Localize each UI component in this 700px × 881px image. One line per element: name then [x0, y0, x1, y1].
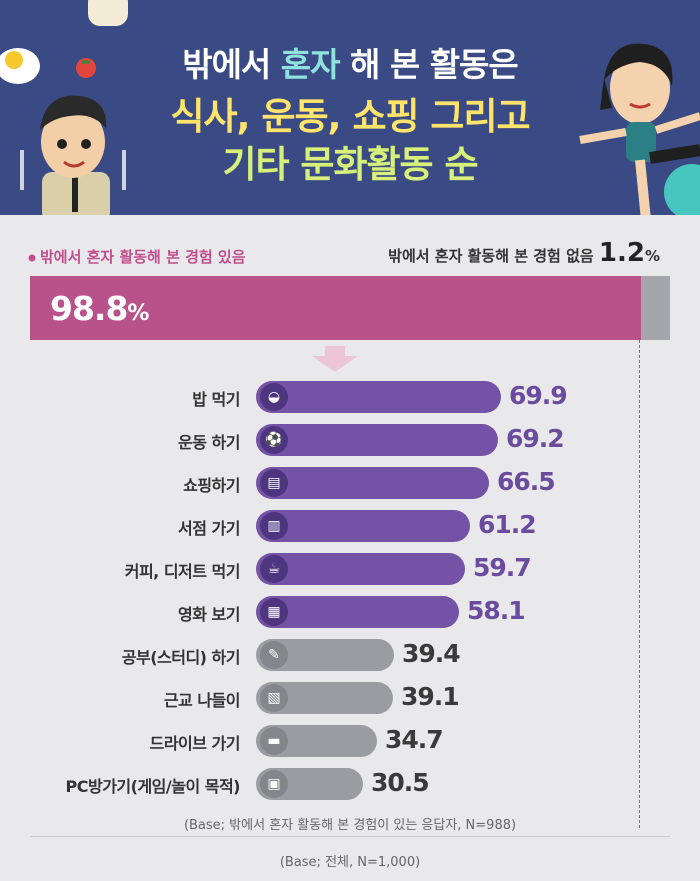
bar [256, 510, 470, 542]
category-label: 근교 나들이 [163, 691, 241, 710]
woman-illustration [579, 43, 700, 215]
value-label: 69.9 [509, 381, 568, 410]
category-label: 공부(스터디) 하기 [121, 648, 241, 667]
bar-row: 운동 하기 ⚽ 69.2 [0, 423, 700, 457]
bar [256, 467, 489, 499]
category-label: 영화 보기 [178, 605, 240, 624]
title-line-2: 식사, 운동, 쇼핑 그리고 [170, 95, 530, 138]
value-label: 66.5 [497, 467, 556, 496]
bar-row: 커피, 디저트 먹기 ☕ 59.7 [0, 552, 700, 586]
value-label: 39.4 [402, 639, 461, 668]
yes-bar: 98.8% [30, 276, 641, 340]
base-note-respondents: (Base; 밖에서 혼자 활동해 본 경험이 있는 응답자, N=988) [183, 818, 517, 833]
value-label: 58.1 [467, 596, 526, 625]
value-label: 34.7 [385, 725, 444, 754]
coffee-cup-icon: ☕ [260, 555, 288, 583]
experience-split-bar: 98.8% [30, 276, 670, 340]
bar-row: 드라이브 가기 ▬ 34.7 [0, 724, 700, 758]
bar-row: 밥 먹기 ◒ 69.9 [0, 380, 700, 414]
car-icon: ▬ [260, 727, 288, 755]
down-arrow-icon [312, 346, 358, 372]
bar-row: 쇼핑하기 ▤ 66.5 [0, 466, 700, 500]
illustration-decor [0, 0, 700, 215]
category-label: 서점 가기 [178, 519, 240, 538]
monitor-icon: ▣ [260, 770, 288, 798]
yes-marker-icon [28, 254, 36, 262]
bar-row: 근교 나들이 ▧ 39.1 [0, 681, 700, 715]
soccer-ball-icon: ⚽ [260, 426, 288, 454]
egg-icon [0, 48, 40, 84]
title-line-3: 기타 문화활동 순 [222, 143, 478, 186]
bar-row: 영화 보기 ▦ 58.1 [0, 595, 700, 629]
shopping-basket-icon: ▤ [260, 469, 288, 497]
pencil-icon: ✎ [260, 641, 288, 669]
value-label: 59.7 [473, 553, 532, 582]
no-bar [641, 276, 670, 340]
bar [256, 424, 498, 456]
category-label: 커피, 디저트 먹기 [124, 562, 241, 581]
yes-value: 98.8% [50, 289, 149, 328]
dashed-divider [639, 340, 640, 828]
category-label: 운동 하기 [178, 433, 240, 452]
picnic-basket-icon: ▧ [260, 684, 288, 712]
no-label: 밖에서 혼자 활동해 본 경험 없음 1.2% [388, 238, 660, 268]
bread-icon [88, 0, 128, 26]
bar-row: PC방가기(게임/놀이 목적) ▣ 30.5 [0, 767, 700, 801]
value-label: 61.2 [478, 510, 537, 539]
title-highlight: 혼자 [280, 45, 341, 84]
book-icon: ▥ [260, 512, 288, 540]
rice-bowl-icon: ◒ [260, 383, 288, 411]
value-label: 39.1 [401, 682, 460, 711]
category-label: PC방가기(게임/놀이 목적) [65, 777, 241, 796]
tomato-icon [76, 58, 96, 78]
bar [256, 553, 465, 585]
base-note-total: (Base; 전체, N=1,000) [279, 855, 421, 870]
man-illustration [20, 95, 126, 215]
bar-row: 서점 가기 ▥ 61.2 [0, 509, 700, 543]
bar [256, 381, 501, 413]
category-label: 드라이브 가기 [149, 734, 241, 753]
category-label: 밥 먹기 [192, 390, 240, 409]
title-line-1: 밖에서 혼자 해 본 활동은 [182, 45, 519, 84]
bar [256, 596, 459, 628]
bar-row: 공부(스터디) 하기 ✎ 39.4 [0, 638, 700, 672]
value-label: 69.2 [506, 424, 565, 453]
yes-label: 밖에서 혼자 활동해 본 경험 있음 [40, 248, 246, 266]
clapperboard-icon: ▦ [260, 598, 288, 626]
header-banner: 밖에서 혼자 해 본 활동은 식사, 운동, 쇼핑 그리고 기타 문화활동 순 [0, 0, 700, 215]
divider [30, 836, 670, 837]
category-label: 쇼핑하기 [183, 476, 240, 495]
value-label: 30.5 [371, 768, 430, 797]
